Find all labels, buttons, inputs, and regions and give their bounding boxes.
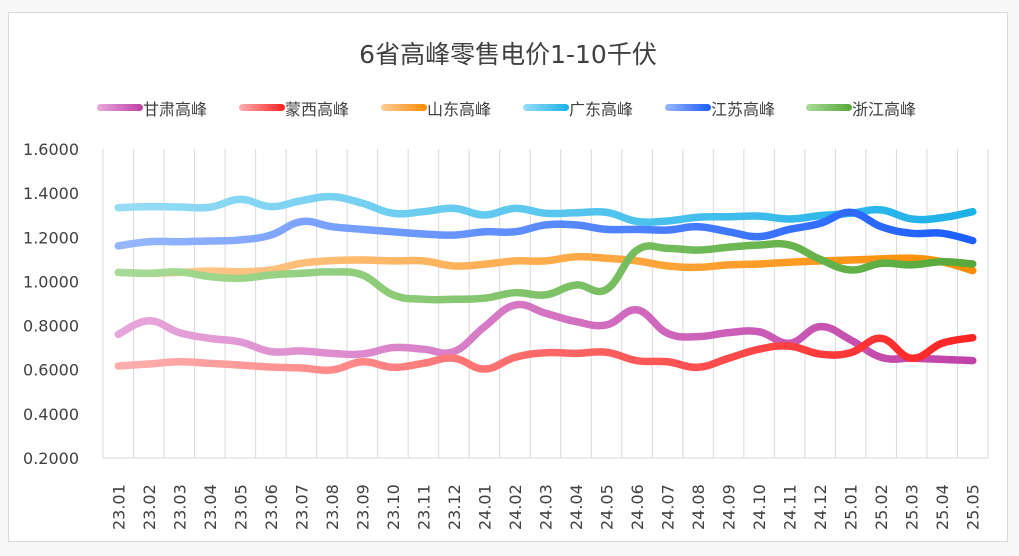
legend-item[interactable]: 广东高峰	[523, 100, 633, 119]
y-tick-label: 1.4000	[23, 184, 79, 203]
series-line	[114, 333, 977, 374]
x-tick-label: 23.12	[445, 484, 464, 530]
series-layer	[114, 192, 977, 374]
x-tick-label: 25.01	[842, 484, 861, 530]
x-tick-label: 24.09	[720, 484, 739, 530]
x-tick-label: 24.05	[598, 484, 617, 530]
legend-item[interactable]: 浙江高峰	[806, 100, 916, 119]
series-line	[114, 300, 977, 365]
series-line	[114, 192, 977, 226]
legend-item[interactable]: 江苏高峰	[665, 100, 775, 119]
legend: 甘肃高峰 蒙西高峰 山东高峰 广东高峰 江苏高峰 浙江高峰	[97, 100, 916, 119]
grid-lines	[102, 149, 989, 459]
x-tick-label: 23.09	[353, 484, 372, 530]
x-axis: 23.01 23.02 23.03 23.04 23.05 23.06 23.07 23.08…	[109, 484, 982, 530]
legend-swatch	[806, 104, 852, 111]
legend-item[interactable]: 蒙西高峰	[239, 100, 349, 119]
y-tick-label: 0.8000	[23, 317, 79, 336]
legend-swatch	[665, 104, 711, 111]
series-2	[114, 333, 977, 374]
y-tick-label: 0.6000	[23, 361, 79, 380]
legend-swatch	[523, 104, 569, 111]
y-tick-label: 1.6000	[23, 140, 79, 159]
x-tick-label: 25.04	[933, 484, 952, 530]
legend-label: 江苏高峰	[711, 100, 775, 119]
series-line	[114, 239, 977, 304]
x-tick-label: 25.02	[872, 484, 891, 530]
y-tick-label: 0.4000	[23, 405, 79, 424]
legend-item[interactable]: 甘肃高峰	[97, 100, 207, 119]
x-tick-label: 23.01	[109, 484, 128, 530]
x-tick-label: 24.02	[506, 484, 525, 530]
x-tick-label: 24.08	[689, 484, 708, 530]
y-tick-label: 1.0000	[23, 272, 79, 291]
x-tick-label: 24.07	[659, 484, 678, 530]
legend-label: 浙江高峰	[852, 100, 916, 119]
series-5	[114, 208, 977, 250]
x-tick-label: 24.03	[537, 484, 556, 530]
chart-card	[8, 12, 1008, 542]
x-tick-label: 25.03	[903, 484, 922, 530]
x-tick-label: 24.12	[811, 484, 830, 530]
series-6	[114, 239, 977, 304]
legend-label: 山东高峰	[427, 100, 491, 119]
legend-swatch	[239, 104, 285, 111]
y-tick-label: 1.2000	[23, 228, 79, 247]
legend-label: 蒙西高峰	[285, 100, 349, 119]
x-tick-label: 23.08	[323, 484, 342, 530]
x-tick-label: 25.05	[964, 484, 983, 530]
x-tick-label: 23.06	[262, 484, 281, 530]
chart-title: 6省高峰零售电价1-10千伏	[359, 40, 657, 69]
x-tick-label: 23.11	[414, 484, 433, 530]
x-tick-label: 24.01	[475, 484, 494, 530]
x-tick-label: 24.11	[781, 484, 800, 530]
legend-swatch	[381, 104, 427, 111]
legend-label: 甘肃高峰	[143, 100, 207, 119]
series-4	[114, 192, 977, 226]
x-tick-label: 23.03	[170, 484, 189, 530]
legend-label: 广东高峰	[569, 100, 633, 119]
x-tick-label: 23.07	[292, 484, 311, 530]
legend-item[interactable]: 山东高峰	[381, 100, 491, 119]
y-tick-label: 0.2000	[23, 449, 79, 468]
x-tick-label: 24.10	[750, 484, 769, 530]
series-1	[114, 300, 977, 365]
x-tick-label: 24.04	[567, 484, 586, 530]
x-tick-label: 23.05	[231, 484, 250, 530]
x-tick-label: 23.02	[140, 484, 159, 530]
series-line	[114, 208, 977, 250]
x-tick-label: 24.06	[628, 484, 647, 530]
x-tick-label: 23.04	[201, 484, 220, 530]
y-axis: 0.2000 0.4000 0.6000 0.8000 1.0000 1.2000 1.40…	[23, 140, 79, 468]
x-tick-label: 23.10	[384, 484, 403, 530]
legend-swatch	[97, 104, 143, 111]
